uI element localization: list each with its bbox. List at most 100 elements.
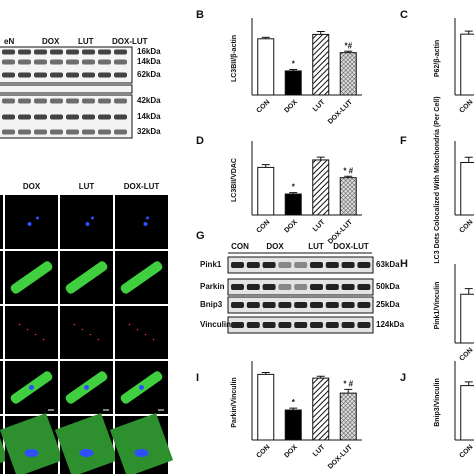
micrograph xyxy=(60,195,113,249)
band xyxy=(310,262,323,268)
band xyxy=(18,114,31,120)
bar xyxy=(460,293,474,344)
x-tick-label: CON xyxy=(459,347,474,363)
panel-label: I xyxy=(196,372,199,384)
band xyxy=(98,114,111,120)
x-tick-label: CON xyxy=(459,444,474,460)
x-tick-label: CON xyxy=(256,219,272,235)
dot xyxy=(18,323,21,326)
x-tick-label: CON xyxy=(256,99,272,115)
blot-row-label: Bnip3 xyxy=(200,300,223,309)
bar xyxy=(284,193,302,216)
band xyxy=(66,72,79,78)
band xyxy=(50,59,63,65)
bar xyxy=(339,177,357,216)
cell xyxy=(10,261,53,294)
blot-header: DOX xyxy=(266,242,284,251)
nucleus xyxy=(36,216,39,220)
blot-header: LUT xyxy=(78,37,94,46)
band xyxy=(294,322,308,328)
bar xyxy=(460,385,474,441)
band xyxy=(357,302,371,308)
dot xyxy=(73,323,76,326)
band xyxy=(310,302,323,308)
band xyxy=(325,322,339,328)
band xyxy=(262,284,276,290)
kda-label: 63kDa xyxy=(376,260,400,269)
band xyxy=(82,49,95,55)
cell-zoom xyxy=(0,413,64,474)
blot-row-label: Pink1 xyxy=(200,260,222,269)
micrograph xyxy=(5,195,58,249)
band xyxy=(262,322,276,328)
band xyxy=(278,262,292,268)
band xyxy=(278,284,292,290)
band xyxy=(114,98,127,104)
bar xyxy=(284,409,302,441)
band xyxy=(34,72,47,78)
bar xyxy=(284,70,302,96)
image-header: DOX-LUT xyxy=(124,182,160,191)
band xyxy=(66,49,79,55)
x-tick-label: DOX xyxy=(283,219,299,235)
x-tick-label: LUT xyxy=(312,218,327,233)
panel-label: J xyxy=(400,372,406,384)
band xyxy=(341,262,355,268)
panel-label: G xyxy=(196,230,205,242)
band xyxy=(2,114,15,120)
micrograph xyxy=(0,195,3,249)
dot xyxy=(128,323,131,326)
x-tick-label: DOX-LUT xyxy=(327,443,354,470)
band xyxy=(34,98,47,104)
bar xyxy=(257,373,275,441)
band xyxy=(310,322,323,328)
nucleus xyxy=(84,385,89,390)
dot xyxy=(152,338,155,341)
micrograph xyxy=(60,306,113,359)
micrograph xyxy=(115,195,168,249)
x-tick-label: DOX xyxy=(283,99,299,115)
band xyxy=(2,49,15,55)
band xyxy=(18,98,31,104)
band xyxy=(18,72,31,78)
band xyxy=(66,114,79,120)
band xyxy=(246,322,260,328)
nucleus xyxy=(91,216,94,220)
kda-label: 42kDa xyxy=(137,96,161,105)
significance: *# xyxy=(344,41,352,50)
dot xyxy=(34,333,37,336)
band xyxy=(34,59,47,65)
bar xyxy=(312,377,330,441)
blot-row-label: Vinculin xyxy=(200,320,231,329)
bar xyxy=(339,392,357,441)
band xyxy=(82,72,95,78)
band xyxy=(294,284,308,290)
bar xyxy=(312,159,330,216)
panel-label: H xyxy=(400,258,408,270)
bar xyxy=(339,52,357,96)
band xyxy=(246,302,260,308)
dot xyxy=(81,328,84,331)
band xyxy=(278,322,292,328)
band xyxy=(50,129,63,135)
y-axis-label: Bnip3/Vinculin xyxy=(434,378,441,427)
band xyxy=(246,262,260,268)
image-header: LUT xyxy=(79,182,95,191)
band xyxy=(50,72,63,78)
band xyxy=(231,302,244,308)
band xyxy=(34,114,47,120)
band xyxy=(114,114,127,120)
dot xyxy=(89,333,92,336)
bar xyxy=(312,33,330,96)
micrograph xyxy=(115,306,168,359)
band xyxy=(2,129,15,135)
band xyxy=(114,49,127,55)
band xyxy=(357,284,371,290)
band xyxy=(2,98,15,104)
blot-header: DOX xyxy=(42,37,60,46)
x-tick-label: CON xyxy=(256,444,272,460)
micrograph xyxy=(5,306,58,359)
band xyxy=(294,302,308,308)
x-tick-label: LUT xyxy=(312,443,327,458)
blot-header: DOX-LUT xyxy=(333,242,369,251)
